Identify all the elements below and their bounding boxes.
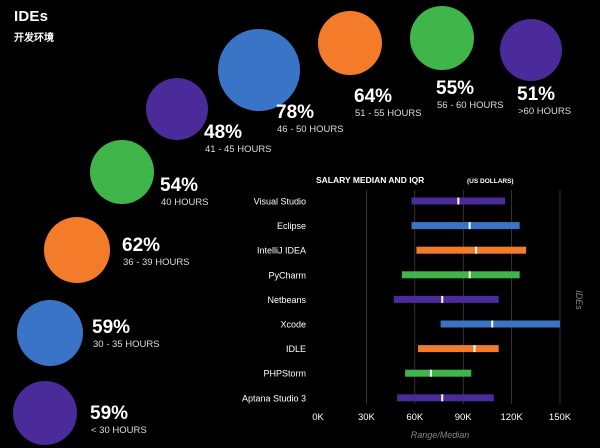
category-label: Eclipse xyxy=(277,221,306,231)
median-marker xyxy=(457,197,460,205)
iqr-bar xyxy=(440,320,560,328)
iqr-bar xyxy=(418,345,499,353)
bubble-9 xyxy=(500,19,562,81)
category-label: Netbeans xyxy=(267,295,306,305)
category-label: PyCharm xyxy=(268,270,306,280)
x-tick-label: 150K xyxy=(549,412,572,423)
bubble-percent-8: 55% xyxy=(436,78,475,99)
bubble-caption-5: 41 - 45 HOURS xyxy=(205,144,272,155)
bubble-4 xyxy=(90,140,154,204)
bubble-percent-6: 78% xyxy=(276,102,315,123)
median-marker xyxy=(473,345,476,353)
range-chart-title-unit: (US DOLLARS) xyxy=(467,178,514,185)
iqr-bar xyxy=(393,295,499,303)
median-marker xyxy=(491,320,494,328)
bubble-caption-1: < 30 HOURS xyxy=(91,425,147,436)
bubble-7 xyxy=(318,11,382,75)
bubble-caption-8: 56 - 60 HOURS xyxy=(437,100,504,111)
iqr-bar xyxy=(411,222,520,230)
page-title: IDEs xyxy=(14,8,49,25)
bubble-percent-7: 64% xyxy=(354,86,393,107)
bubble-caption-9: >60 HOURS xyxy=(518,106,572,117)
iqr-bar xyxy=(405,369,472,377)
x-tick-label: 30K xyxy=(358,412,376,423)
iqr-bar xyxy=(416,246,527,254)
median-marker xyxy=(441,394,444,402)
bubble-2 xyxy=(17,300,83,366)
bubble-1 xyxy=(13,381,77,445)
category-label: Visual Studio xyxy=(254,197,306,207)
x-axis-label: Range/Median xyxy=(411,430,470,440)
bubble-3 xyxy=(44,217,110,283)
x-tick-label: 90K xyxy=(455,412,473,423)
bubble-percent-4: 54% xyxy=(160,175,199,196)
bubble-8 xyxy=(410,6,474,70)
bubble-caption-4: 40 HOURS xyxy=(161,197,209,208)
bubble-caption-3: 36 - 39 HOURS xyxy=(123,257,190,268)
x-tick-label: 0K xyxy=(312,412,324,423)
median-marker xyxy=(468,271,471,279)
bubble-percent-3: 62% xyxy=(122,235,161,256)
category-label: IDLE xyxy=(286,344,306,354)
x-tick-label: 60K xyxy=(406,412,424,423)
bubble-percent-9: 51% xyxy=(517,84,556,105)
category-label: IntelliJ IDEA xyxy=(257,246,306,256)
x-tick-label: 120K xyxy=(501,412,524,423)
category-label: Aptana Studio 3 xyxy=(242,393,306,403)
iqr-bar xyxy=(401,271,520,279)
iqr-bar xyxy=(397,394,494,402)
median-marker xyxy=(441,295,444,303)
page-subtitle: 开发环境 xyxy=(14,33,54,44)
median-marker xyxy=(468,222,471,230)
bubble-percent-1: 59% xyxy=(90,403,129,424)
range-chart-title: SALARY MEDIAN AND IQR xyxy=(316,175,424,185)
median-marker xyxy=(429,369,432,377)
median-marker xyxy=(475,246,478,254)
side-label: IDEs xyxy=(574,290,584,310)
category-label: Xcode xyxy=(280,320,306,330)
bubble-caption-2: 30 - 35 HOURS xyxy=(93,339,160,350)
bubble-5 xyxy=(146,78,208,140)
bubble-percent-2: 59% xyxy=(92,317,131,338)
bubble-percent-5: 48% xyxy=(204,122,243,143)
category-label: PHPStorm xyxy=(263,369,306,379)
bubble-6 xyxy=(218,29,300,111)
bubble-caption-7: 51 - 55 HOURS xyxy=(355,108,422,119)
bubble-caption-6: 46 - 50 HOURS xyxy=(277,124,344,135)
